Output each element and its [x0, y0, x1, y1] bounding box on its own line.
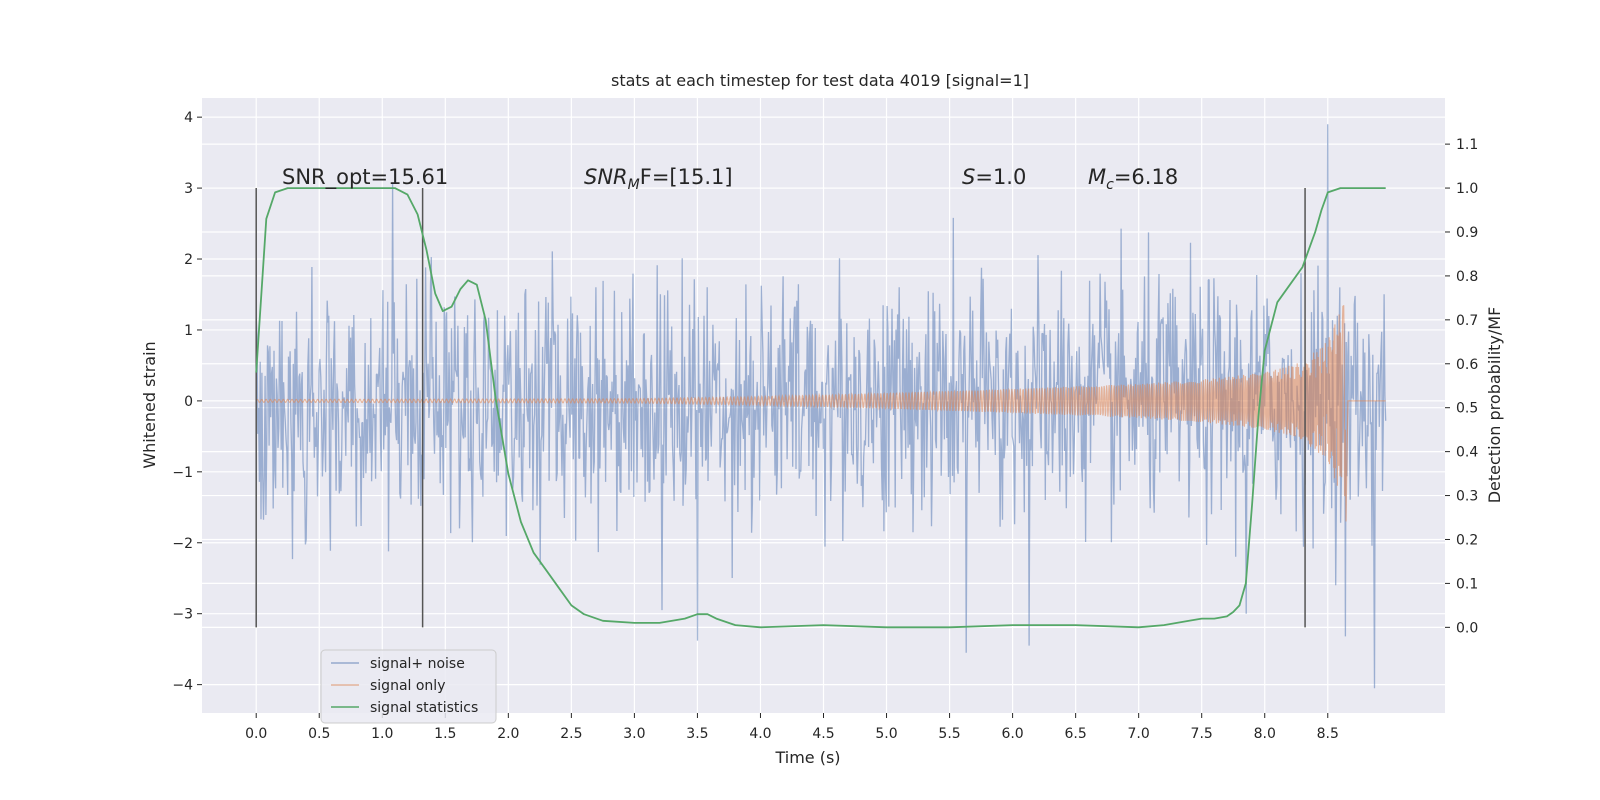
signal-only-line: [255, 305, 1386, 522]
y-tick-label: −1: [172, 465, 193, 481]
y-tick-label: −4: [172, 678, 193, 694]
signal-statistics-line: [255, 187, 1386, 629]
annotation-mc: Mc=6.18: [1088, 165, 1178, 193]
x-tick-label: 2.5: [560, 726, 582, 742]
y-tick-label: −2: [172, 536, 193, 552]
x-tick-label: 8.0: [1254, 726, 1276, 742]
x-axis-ticks: 0.0 0.5 1.0 1.5 2.0 2.5 3.0 3.5 4.0 4.5 5.0 5.5 6.0 6…: [245, 713, 1339, 742]
x-tick-label: 0.5: [308, 726, 330, 742]
y2-tick-label: 0.4: [1456, 445, 1478, 461]
y-tick-label: 4: [184, 110, 193, 126]
x-tick-label: 5.5: [938, 726, 960, 742]
y2-axis-label: Detection probability/MF: [1485, 307, 1504, 504]
y2-tick-label: 0.1: [1456, 576, 1478, 592]
x-tick-label: 1.0: [371, 726, 393, 742]
y-tick-label: −3: [172, 607, 193, 623]
y2-tick-label: 0.7: [1456, 313, 1478, 329]
x-tick-label: 7.0: [1128, 726, 1150, 742]
y2-tick-label: 0.0: [1456, 620, 1478, 636]
x-tick-label: 7.5: [1191, 726, 1213, 742]
y2-tick-label: 1.1: [1456, 137, 1478, 153]
legend-label-signal-only: signal only: [370, 678, 445, 694]
legend: signal+ noise signal only signal statist…: [320, 649, 497, 724]
x-tick-label: 4.0: [749, 726, 771, 742]
y-axis-ticks: 4 3 2 1 0 −1 −2 −3 −4: [172, 110, 202, 694]
y2-tick-label: 0.3: [1456, 489, 1478, 505]
y-tick-label: 3: [184, 181, 193, 197]
x-tick-label: 8.5: [1317, 726, 1339, 742]
y2-tick-label: 1.0: [1456, 181, 1478, 197]
y2-tick-label: 0.5: [1456, 401, 1478, 417]
annotation-snr-opt: SNR_opt=15.61: [282, 165, 448, 190]
legend-label-signal-statistics: signal statistics: [370, 700, 478, 716]
x-tick-label: 3.0: [623, 726, 645, 742]
x-axis-label: Time (s): [774, 748, 840, 767]
y2-tick-label: 0.8: [1456, 269, 1478, 285]
x-tick-label: 2.0: [497, 726, 519, 742]
y2-tick-label: 0.9: [1456, 225, 1478, 241]
x-tick-label: 3.5: [686, 726, 708, 742]
legend-box: [320, 649, 497, 724]
y-tick-label: 0: [184, 394, 193, 410]
x-tick-label: 1.5: [434, 726, 456, 742]
x-tick-label: 6.5: [1064, 726, 1086, 742]
annotation-snr-mf: SNRMF=[15.1]: [584, 165, 733, 193]
y-tick-label: 1: [184, 323, 193, 339]
x-tick-label: 5.0: [875, 726, 897, 742]
series-signal-statistics: [255, 187, 1386, 629]
y-axis-label: Whitened strain: [140, 341, 159, 468]
series-signal-only: [255, 305, 1386, 522]
legend-label-signal-noise: signal+ noise: [370, 656, 465, 672]
y-tick-label: 2: [184, 252, 193, 268]
y2-tick-label: 0.6: [1456, 357, 1478, 373]
x-tick-label: 0.0: [245, 726, 267, 742]
chart-title: stats at each timestep for test data 401…: [611, 71, 1029, 90]
x-tick-label: 6.0: [1001, 726, 1023, 742]
y2-axis-ticks: 1.1 1.0 0.9 0.8 0.7 0.6 0.5 0.4 0.3 0.2 0.1 0.0: [1445, 137, 1478, 636]
x-tick-label: 4.5: [812, 726, 834, 742]
y2-tick-label: 0.2: [1456, 532, 1478, 548]
annotation-s: S=1.0: [962, 165, 1026, 189]
